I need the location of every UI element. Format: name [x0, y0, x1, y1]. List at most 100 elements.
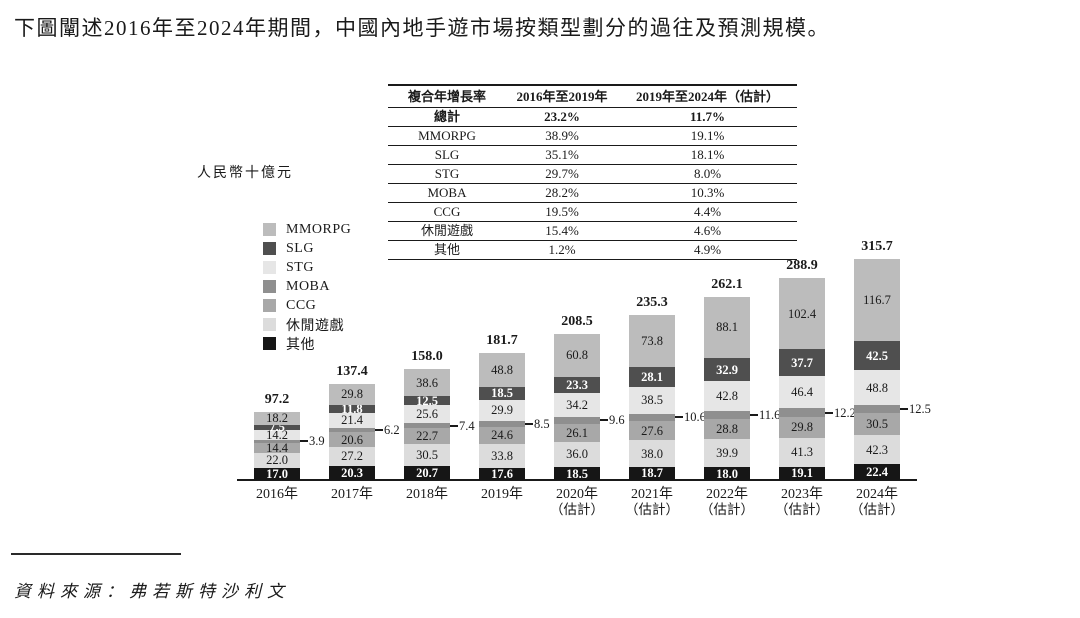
bar-value-label: 29.8: [341, 387, 363, 402]
x-axis-year: 2022年: [706, 487, 748, 502]
callout-leader-line: [296, 440, 308, 443]
cagr-value: 8.0%: [618, 164, 797, 184]
bar-segment-MMORPG-2024年: 116.7: [854, 259, 900, 341]
legend-label: CCG: [286, 297, 317, 313]
legend-label: STG: [286, 259, 314, 275]
bar-segment-休閒遊戲-2016年: 22.0: [254, 452, 300, 469]
legend-item-休閒遊戲: 休閒遊戲: [263, 315, 351, 334]
bar-segment-其他-2022年: 18.0: [704, 467, 750, 480]
legend-swatch-icon: [263, 261, 276, 274]
cagr-header-cell: 2016年至2019年: [506, 85, 618, 108]
callout-leader-line: [596, 419, 608, 422]
bar-segment-其他-2017年: 20.3: [329, 465, 375, 480]
bar-value-label: 26.1: [566, 425, 588, 440]
legend-item-CCG: CCG: [263, 296, 351, 315]
x-axis-label-2021年: 2021年 （估計）: [614, 487, 690, 517]
bar-value-label: 20.7: [416, 465, 438, 480]
bar-segment-SLG-2022年: 32.9: [704, 358, 750, 382]
cagr-row-label: CCG: [388, 202, 506, 222]
bar-value-label: 29.8: [791, 420, 813, 435]
bar-segment-SLG-2018年: 12.5: [404, 395, 450, 407]
bar-total-label: 235.3: [636, 295, 668, 311]
legend-swatch-icon: [263, 318, 276, 331]
x-axis-year: 2018年: [406, 487, 448, 502]
bar-value-label: 116.7: [863, 292, 891, 307]
bar-value-label: 14.4: [266, 440, 288, 455]
bar-value-callout-MOBA: 12.2: [834, 405, 856, 420]
bar-segment-MOBA-2018年: [404, 423, 450, 429]
bar-value-label: 33.8: [491, 448, 513, 463]
bar-segment-CCG-2023年: 29.8: [779, 416, 825, 438]
bar-segment-STG-2021年: 38.5: [629, 386, 675, 414]
bar-segment-MMORPG-2017年: 29.8: [329, 383, 375, 405]
legend-item-其他: 其他: [263, 334, 351, 353]
bar-value-label: 20.6: [341, 432, 363, 447]
bar-segment-MMORPG-2023年: 102.4: [779, 277, 825, 350]
cagr-table-body: 總計 23.2% 11.7% MMORPG 38.9% 19.1% SLG 35.1% 18.1…: [388, 107, 797, 260]
legend: MMORPG SLG STG MOBA CCG 休閒遊戲 其他: [263, 220, 351, 353]
legend-swatch-icon: [263, 299, 276, 312]
bar-segment-CCG-2020年: 26.1: [554, 423, 600, 442]
cagr-value: 1.2%: [506, 240, 618, 260]
cagr-table: 複合年增長率 2016年至2019年 2019年至2024年（估計） 總計 23.2%…: [388, 84, 797, 260]
callout-leader-line: [896, 407, 908, 410]
cagr-table-header: 複合年增長率 2016年至2019年 2019年至2024年（估計）: [388, 85, 797, 108]
cagr-row-label: 總計: [388, 107, 506, 127]
x-axis-estimate-note: （估計）: [625, 502, 679, 517]
bar-segment-休閒遊戲-2021年: 38.0: [629, 440, 675, 467]
legend-swatch-icon: [263, 223, 276, 236]
bar-segment-STG-2023年: 46.4: [779, 375, 825, 409]
cagr-row-label: SLG: [388, 145, 506, 165]
legend-label: MMORPG: [286, 221, 352, 237]
bar-value-label: 102.4: [787, 306, 817, 321]
legend-item-MMORPG: MMORPG: [263, 220, 351, 239]
bar-value-label: 46.4: [791, 385, 813, 400]
cagr-value: 38.9%: [506, 126, 618, 146]
x-axis-label-2018年: 2018年: [389, 487, 465, 502]
bar-segment-CCG-2018年: 22.7: [404, 428, 450, 445]
bar-value-label: 25.6: [416, 407, 438, 422]
bar-value-label: 36.0: [566, 447, 588, 462]
x-axis-estimate-note: （估計）: [550, 502, 604, 517]
cagr-row-label: MOBA: [388, 183, 506, 203]
bar-value-callout-MOBA: 3.9: [309, 434, 325, 449]
bar-segment-MOBA-2016年: [254, 439, 300, 443]
bar-value-label: 18.7: [641, 466, 663, 481]
bar-value-callout-MOBA: 11.6: [759, 408, 781, 423]
bar-segment-MMORPG-2016年: 18.2: [254, 411, 300, 425]
x-axis-year: 2016年: [256, 487, 298, 502]
bar-value-label: 42.8: [716, 389, 738, 404]
bar-value-label: 29.9: [491, 403, 513, 418]
bar-segment-MOBA-2022年: [704, 411, 750, 420]
x-axis-estimate-note: （估計）: [850, 502, 904, 517]
bar-value-label: 30.5: [866, 417, 888, 432]
bar-segment-MOBA-2019年: [479, 420, 525, 427]
bar-value-label: 22.4: [866, 465, 888, 480]
cagr-row-CCG: CCG 19.5% 4.4%: [388, 202, 797, 222]
cagr-value: 18.1%: [618, 145, 797, 165]
bar-segment-MOBA-2021年: [629, 413, 675, 421]
bar-segment-休閒遊戲-2022年: 39.9: [704, 439, 750, 468]
bar-segment-SLG-2019年: 18.5: [479, 386, 525, 400]
legend-label: 休閒遊戲: [286, 318, 344, 334]
x-axis-estimate-note: （估計）: [700, 502, 754, 517]
cagr-value: 23.2%: [506, 107, 618, 127]
bar-value-label: 34.2: [566, 397, 588, 412]
source-divider-rule: [11, 553, 181, 555]
bar-total-label: 97.2: [264, 391, 290, 407]
cagr-value: 19.5%: [506, 202, 618, 222]
bar-total-label: 158.0: [411, 349, 443, 365]
bar-value-label: 32.9: [716, 362, 738, 377]
bar-segment-STG-2024年: 48.8: [854, 370, 900, 405]
bar-value-label: 11.8: [341, 401, 363, 416]
cagr-row-總計: 總計 23.2% 11.7%: [388, 107, 797, 127]
legend-swatch-icon: [263, 337, 276, 350]
bar-value-label: 28.1: [641, 369, 663, 384]
cagr-value: 4.9%: [618, 240, 797, 260]
bar-value-label: 48.8: [491, 362, 513, 377]
x-axis-year: 2023年: [781, 487, 823, 502]
bar-segment-休閒遊戲-2020年: 36.0: [554, 441, 600, 468]
bar-value-label: 41.3: [791, 445, 813, 460]
bar-segment-SLG-2017年: 11.8: [329, 401, 375, 416]
bar-segment-MOBA-2024年: [854, 404, 900, 414]
